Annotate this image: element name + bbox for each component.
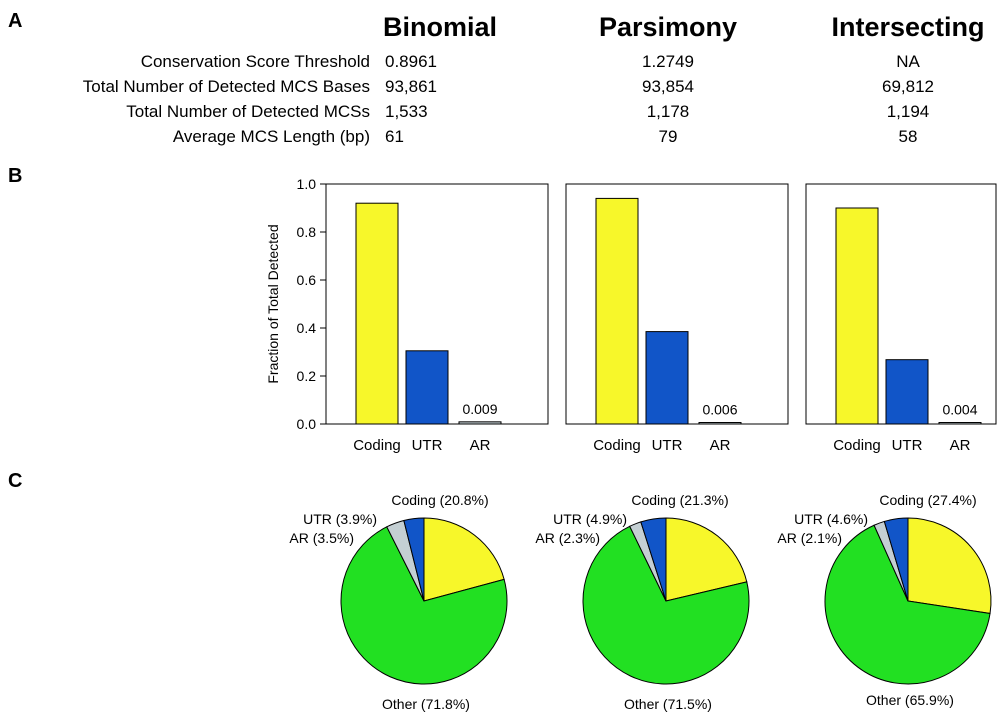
cell-threshold-binomial: 0.8961 (385, 52, 437, 71)
x-tick-binomial-utr: UTR (412, 437, 443, 454)
pie-label-intersecting-other: Other (65.9%) (866, 692, 954, 708)
cell-bases-binomial: 93,861 (385, 77, 437, 96)
row-label-mcs-bases: Total Number of Detected MCS Bases (82, 77, 370, 96)
pie-slice-parsimony-coding (665, 517, 748, 602)
pie-label-intersecting-utr: UTR (4.6%) (794, 511, 868, 527)
y-tick-label-2: 0.4 (297, 320, 317, 336)
cell-threshold-intersecting: NA (896, 52, 920, 71)
pie-label-intersecting-coding: Coding (27.4%) (879, 492, 976, 508)
row-label-mcs-count: Total Number of Detected MCSs (126, 102, 370, 121)
x-tick-parsimony-ar: AR (710, 437, 731, 454)
bar-parsimony-utr (645, 331, 689, 425)
cell-length-binomial: 61 (385, 127, 404, 146)
cell-count-parsimony: 1,178 (646, 102, 690, 121)
column-header-binomial: Binomial (382, 12, 497, 42)
pie-label-binomial-other: Other (71.8%) (382, 696, 470, 712)
pie-slice-binomial-coding (423, 517, 505, 602)
panel-letter-a: A (8, 10, 23, 32)
pie-label-binomial-coding: Coding (20.8%) (391, 492, 488, 508)
bar-parsimony-coding (595, 197, 639, 425)
x-tick-intersecting-utr: UTR (892, 437, 923, 454)
x-tick-parsimony-utr: UTR (652, 437, 683, 454)
pie-slice-intersecting-other (824, 524, 991, 685)
pie-label-parsimony-coding: Coding (21.3%) (631, 492, 728, 508)
pie-label-parsimony-ar: AR (2.3%) (535, 530, 600, 546)
pie-slice-parsimony-other (582, 525, 750, 685)
pie-slice-binomial-utr (403, 517, 425, 602)
y-tick-label-3: 0.6 (297, 272, 317, 288)
cell-length-intersecting: 58 (898, 127, 918, 146)
pie-label-parsimony-other: Other (71.5%) (624, 696, 712, 712)
cell-count-binomial: 1,533 (385, 102, 428, 121)
bar-binomial-ar (458, 421, 502, 425)
pie-label-binomial-utr: UTR (3.9%) (303, 511, 377, 527)
bar-intersecting-utr (885, 359, 929, 425)
x-tick-binomial-coding: Coding (353, 437, 401, 454)
x-tick-intersecting-ar: AR (950, 437, 971, 454)
x-tick-intersecting-coding: Coding (833, 437, 881, 454)
cell-threshold-parsimony: 1.2749 (642, 52, 694, 71)
pie-label-parsimony-utr: UTR (4.9%) (553, 511, 627, 527)
bar-label-intersecting-ar: 0.004 (942, 402, 977, 418)
row-label-mcs-length: Average MCS Length (bp) (172, 127, 370, 146)
y-tick-label-5: 1.0 (297, 176, 317, 192)
bar-parsimony-ar (698, 422, 742, 425)
column-header-parsimony: Parsimony (598, 12, 738, 42)
bar-binomial-coding (355, 202, 399, 425)
pie-slice-intersecting-utr (883, 517, 909, 602)
bar-label-binomial-ar: 0.009 (462, 401, 497, 417)
cell-length-parsimony: 79 (658, 127, 678, 146)
row-label-threshold: Conservation Score Threshold (140, 52, 370, 71)
y-tick-label-1: 0.2 (297, 368, 317, 384)
bar-binomial-utr (405, 350, 449, 425)
cell-bases-parsimony: 93,854 (642, 77, 694, 96)
cell-bases-intersecting: 69,812 (882, 77, 934, 96)
panel-letter-c: C (8, 470, 23, 492)
cell-count-intersecting: 1,194 (886, 102, 930, 121)
pie-label-intersecting-ar: AR (2.1%) (777, 530, 842, 546)
bar-intersecting-ar (938, 422, 982, 425)
pie-slice-intersecting-coding (907, 517, 992, 615)
x-tick-binomial-ar: AR (470, 437, 491, 454)
pie-label-binomial-ar: AR (3.5%) (289, 530, 354, 546)
panel-letter-b: B (8, 165, 23, 187)
y-tick-label-4: 0.8 (297, 224, 317, 240)
y-axis-label: Fraction of Total Detected (265, 224, 281, 383)
bar-label-parsimony-ar: 0.006 (702, 402, 737, 418)
y-tick-label-0: 0.0 (297, 416, 317, 432)
x-tick-parsimony-coding: Coding (593, 437, 641, 454)
pie-slice-parsimony-utr (640, 517, 667, 602)
pie-slice-binomial-other (340, 526, 508, 685)
bar-intersecting-coding (835, 207, 879, 425)
column-header-intersecting: Intersecting (831, 12, 985, 42)
